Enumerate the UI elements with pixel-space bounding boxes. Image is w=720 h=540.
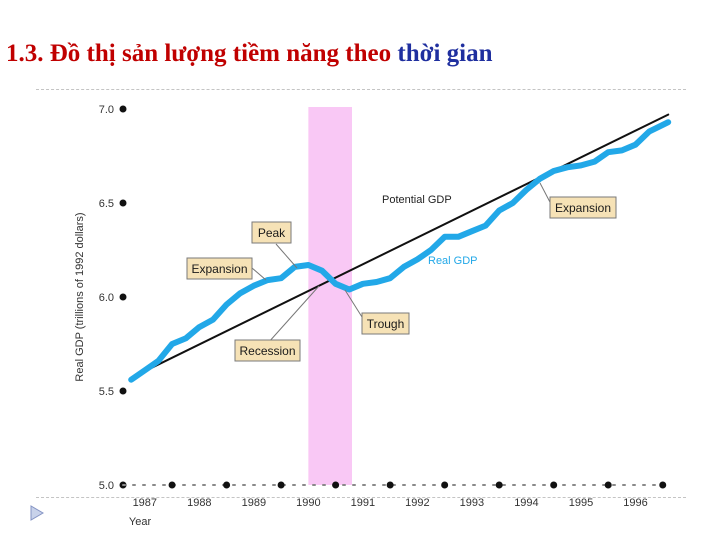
expansion-left-annotation-box bbox=[186, 257, 253, 280]
potential-gdp-label: Potential GDP bbox=[382, 194, 452, 206]
x-tick-dot bbox=[441, 481, 449, 489]
recession-band-layer bbox=[308, 107, 352, 485]
x-tick-dot bbox=[495, 481, 503, 489]
y-tick-label: 6.0 bbox=[99, 292, 114, 304]
x-axis-title: Year bbox=[129, 516, 152, 528]
trough-leader bbox=[344, 289, 363, 318]
expansion-right-annotation-box bbox=[549, 196, 617, 219]
expansion-left-annotation-text: Expansion bbox=[191, 262, 247, 276]
x-tick-label: 1987 bbox=[133, 497, 157, 509]
x-tick-label: 1989 bbox=[242, 497, 266, 509]
expansion-right-annotation-text: Expansion bbox=[555, 201, 611, 215]
peak-leader bbox=[275, 243, 298, 269]
recession-annotation-text: Recession bbox=[239, 344, 295, 358]
real-gdp-line bbox=[128, 119, 672, 383]
x-tick-label: 1995 bbox=[569, 497, 593, 509]
expansion-left-leader bbox=[251, 267, 267, 281]
title-part2: thời gian bbox=[397, 40, 493, 67]
x-tick-label: 1990 bbox=[296, 497, 320, 509]
page-title: 1.3. Đồ thị sản lượng tiềm năng theo thờ… bbox=[6, 40, 493, 68]
peak-annotation-text: Peak bbox=[258, 226, 286, 240]
x-tick-dot bbox=[277, 481, 285, 489]
title-part1: 1.3. Đồ thị sản lượng tiềm năng theo bbox=[6, 40, 398, 67]
potential-gdp-line bbox=[130, 113, 670, 379]
real-gdp-label: Real GDP bbox=[428, 255, 478, 267]
x-tick-label: 1992 bbox=[405, 497, 429, 509]
trough-annotation-box bbox=[361, 312, 410, 335]
y-tick-dot bbox=[119, 199, 127, 207]
peak-annotation-box bbox=[251, 221, 292, 244]
trough-annotation: Trough bbox=[361, 312, 410, 335]
y-tick-dot bbox=[119, 387, 127, 395]
y-tick-label: 7.0 bbox=[99, 104, 114, 116]
y-axis-title: Real GDP (trillions of 1992 dollars) bbox=[74, 212, 86, 381]
x-tick-dot bbox=[168, 481, 176, 489]
footer-divider bbox=[36, 497, 686, 498]
series-layer bbox=[128, 113, 672, 383]
recession-band bbox=[308, 107, 352, 485]
x-tick-dot bbox=[550, 481, 558, 489]
axes-layer: 5.0 5.5 6.0 6.5 7.0 1987 1988 1989 1990 1991 1992 1… bbox=[74, 104, 674, 528]
expansion-right-annotation: Expansion bbox=[549, 196, 617, 219]
x-tick-dot bbox=[659, 481, 667, 489]
annotations-layer: Potential GDP Real GDP Peak Expansion Trough… bbox=[186, 182, 617, 362]
x-tick-dot bbox=[604, 481, 612, 489]
triangle-bullet-icon bbox=[30, 505, 44, 521]
expansion-left-annotation: Expansion bbox=[186, 257, 253, 280]
trough-annotation-text: Trough bbox=[367, 317, 405, 331]
peak-annotation: Peak bbox=[251, 221, 292, 244]
x-tick-label: 1993 bbox=[460, 497, 484, 509]
y-tick-label: 5.0 bbox=[99, 480, 114, 492]
y-tick-dot bbox=[119, 293, 127, 301]
recession-annotation-box bbox=[234, 339, 301, 362]
x-tick-dot bbox=[223, 481, 231, 489]
y-tick-dot bbox=[119, 105, 127, 113]
y-tick-label: 6.5 bbox=[99, 198, 114, 210]
recession-annotation: Recession bbox=[234, 339, 301, 362]
y-tick-label: 5.5 bbox=[99, 386, 114, 398]
x-tick-label: 1991 bbox=[351, 497, 375, 509]
x-tick-label: 1994 bbox=[514, 497, 538, 509]
x-tick-dot bbox=[386, 481, 394, 489]
recession-leader bbox=[267, 285, 320, 344]
x-tick-label: 1996 bbox=[623, 497, 647, 509]
x-tick-label: 1988 bbox=[187, 497, 211, 509]
x-tick-dot bbox=[332, 481, 340, 489]
title-divider bbox=[36, 89, 686, 90]
